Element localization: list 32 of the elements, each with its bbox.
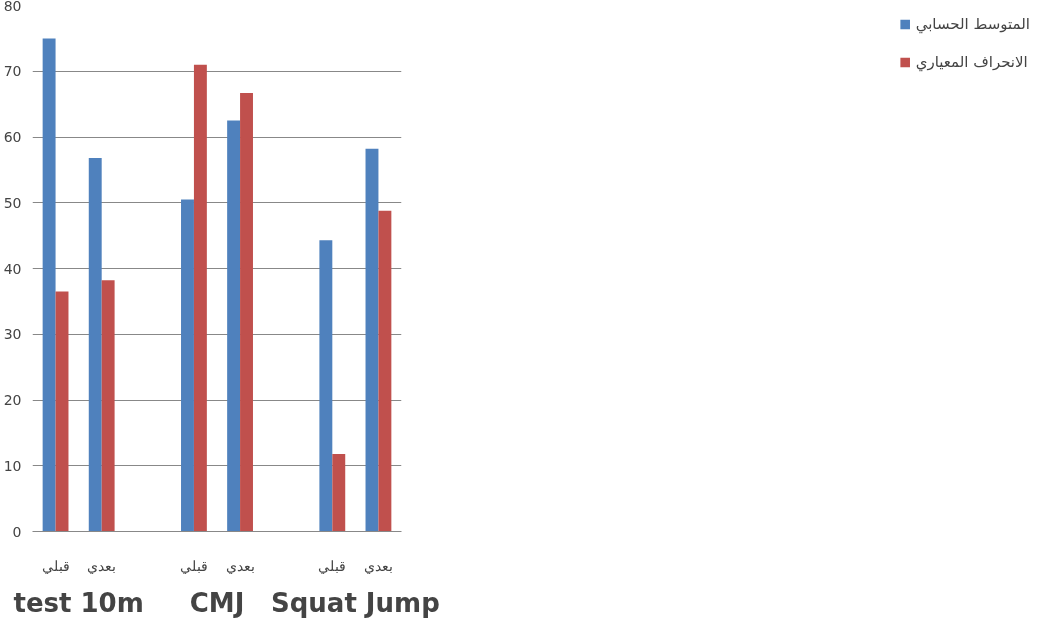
y-tick-label: 60 xyxy=(3,129,22,145)
text: Squat Jump xyxy=(271,587,440,618)
y-tick-label: 50 xyxy=(3,194,22,211)
bar xyxy=(101,280,115,532)
x-tick-label: بعدي xyxy=(225,557,255,574)
legend-label: المتوسط الحسابي xyxy=(915,15,1030,33)
bar xyxy=(319,240,333,532)
y-tick-label: 30 xyxy=(3,326,22,343)
bar xyxy=(227,120,241,532)
x-tick-label: بعدي xyxy=(87,557,117,574)
y-tick-label: 10 xyxy=(3,457,22,474)
bar xyxy=(55,291,69,532)
bar xyxy=(193,64,207,532)
bar xyxy=(332,453,346,532)
y-tick-label: 20 xyxy=(3,392,22,408)
y-tick-label: 0 xyxy=(12,523,22,540)
bar xyxy=(240,92,253,532)
bar xyxy=(378,210,392,532)
text: CMJ xyxy=(189,587,245,618)
y-tick-label: 70 xyxy=(3,63,22,80)
y-tick-label: 80 xyxy=(3,0,22,14)
legend-label: الانحراف المعياري xyxy=(915,53,1028,71)
text: test 10m xyxy=(13,587,144,618)
bar xyxy=(181,199,194,532)
bar xyxy=(365,148,379,532)
x-tick-label: قبلي xyxy=(41,557,70,574)
x-tick-label: بعدي xyxy=(363,557,393,574)
x-tick-label: قبلي xyxy=(318,557,347,574)
bar xyxy=(88,158,102,532)
x-tick-label: قبلي xyxy=(179,557,208,574)
y-tick-label: 40 xyxy=(3,260,22,277)
bar xyxy=(42,38,56,532)
